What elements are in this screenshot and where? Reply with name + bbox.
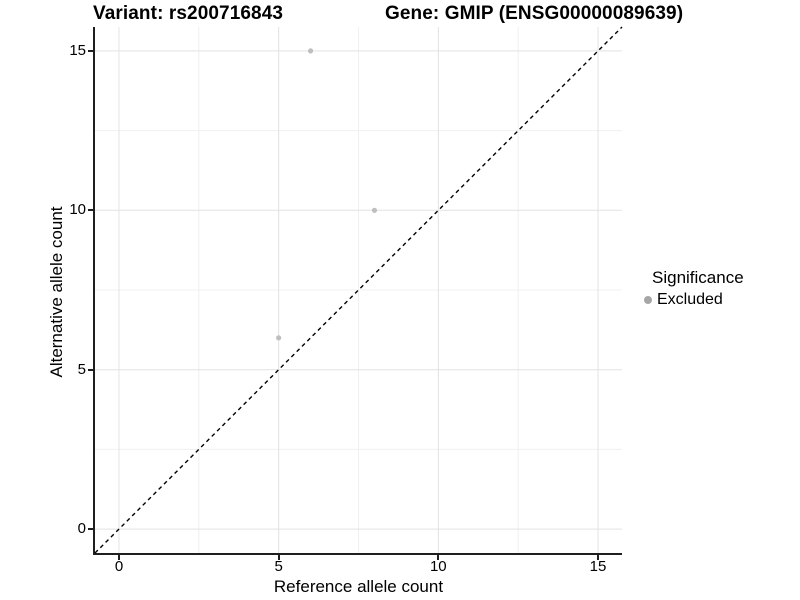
- legend-item-label: Excluded: [657, 291, 723, 308]
- x-axis-tick-label: 10: [429, 558, 447, 575]
- legend: Significance Excluded: [641, 268, 744, 309]
- y-axis-title: Alternative allele count: [47, 206, 66, 378]
- plot-title-gene: Gene: GMIP (ENSG00000089639): [385, 3, 684, 24]
- x-axis-tick-mark: [277, 555, 280, 560]
- y-axis-tick-label: 10: [69, 201, 86, 219]
- data-point: [276, 335, 282, 341]
- x-axis-tick-mark: [118, 555, 120, 560]
- y-axis-tick-label: 5: [77, 360, 86, 378]
- plot-panel: [93, 26, 623, 555]
- x-axis-tick-label: 15: [589, 558, 607, 575]
- y-axis-tick-label: 15: [69, 41, 86, 59]
- data-point: [371, 207, 378, 213]
- legend-item-excluded: Excluded: [641, 291, 744, 309]
- plot-title-variant: Variant: rs200716843: [93, 3, 284, 24]
- excluded-point-marker-icon: [644, 296, 652, 304]
- y-axis-tick-mark: [88, 368, 93, 371]
- x-axis-tick-mark: [597, 555, 599, 560]
- data-point: [307, 48, 314, 54]
- x-axis-tick-label: 5: [274, 558, 283, 575]
- legend-title: Significance: [652, 268, 744, 287]
- y-axis-tick-mark: [88, 49, 93, 52]
- x-axis-title: Reference allele count: [273, 577, 444, 596]
- y-axis-tick-label: 0: [77, 520, 86, 538]
- x-axis-tick-label: 0: [114, 558, 124, 575]
- y-axis-tick-mark: [88, 528, 93, 531]
- chart-canvas: [94, 26, 623, 554]
- y-axis-tick-mark: [88, 209, 93, 212]
- x-axis-tick-mark: [437, 555, 440, 560]
